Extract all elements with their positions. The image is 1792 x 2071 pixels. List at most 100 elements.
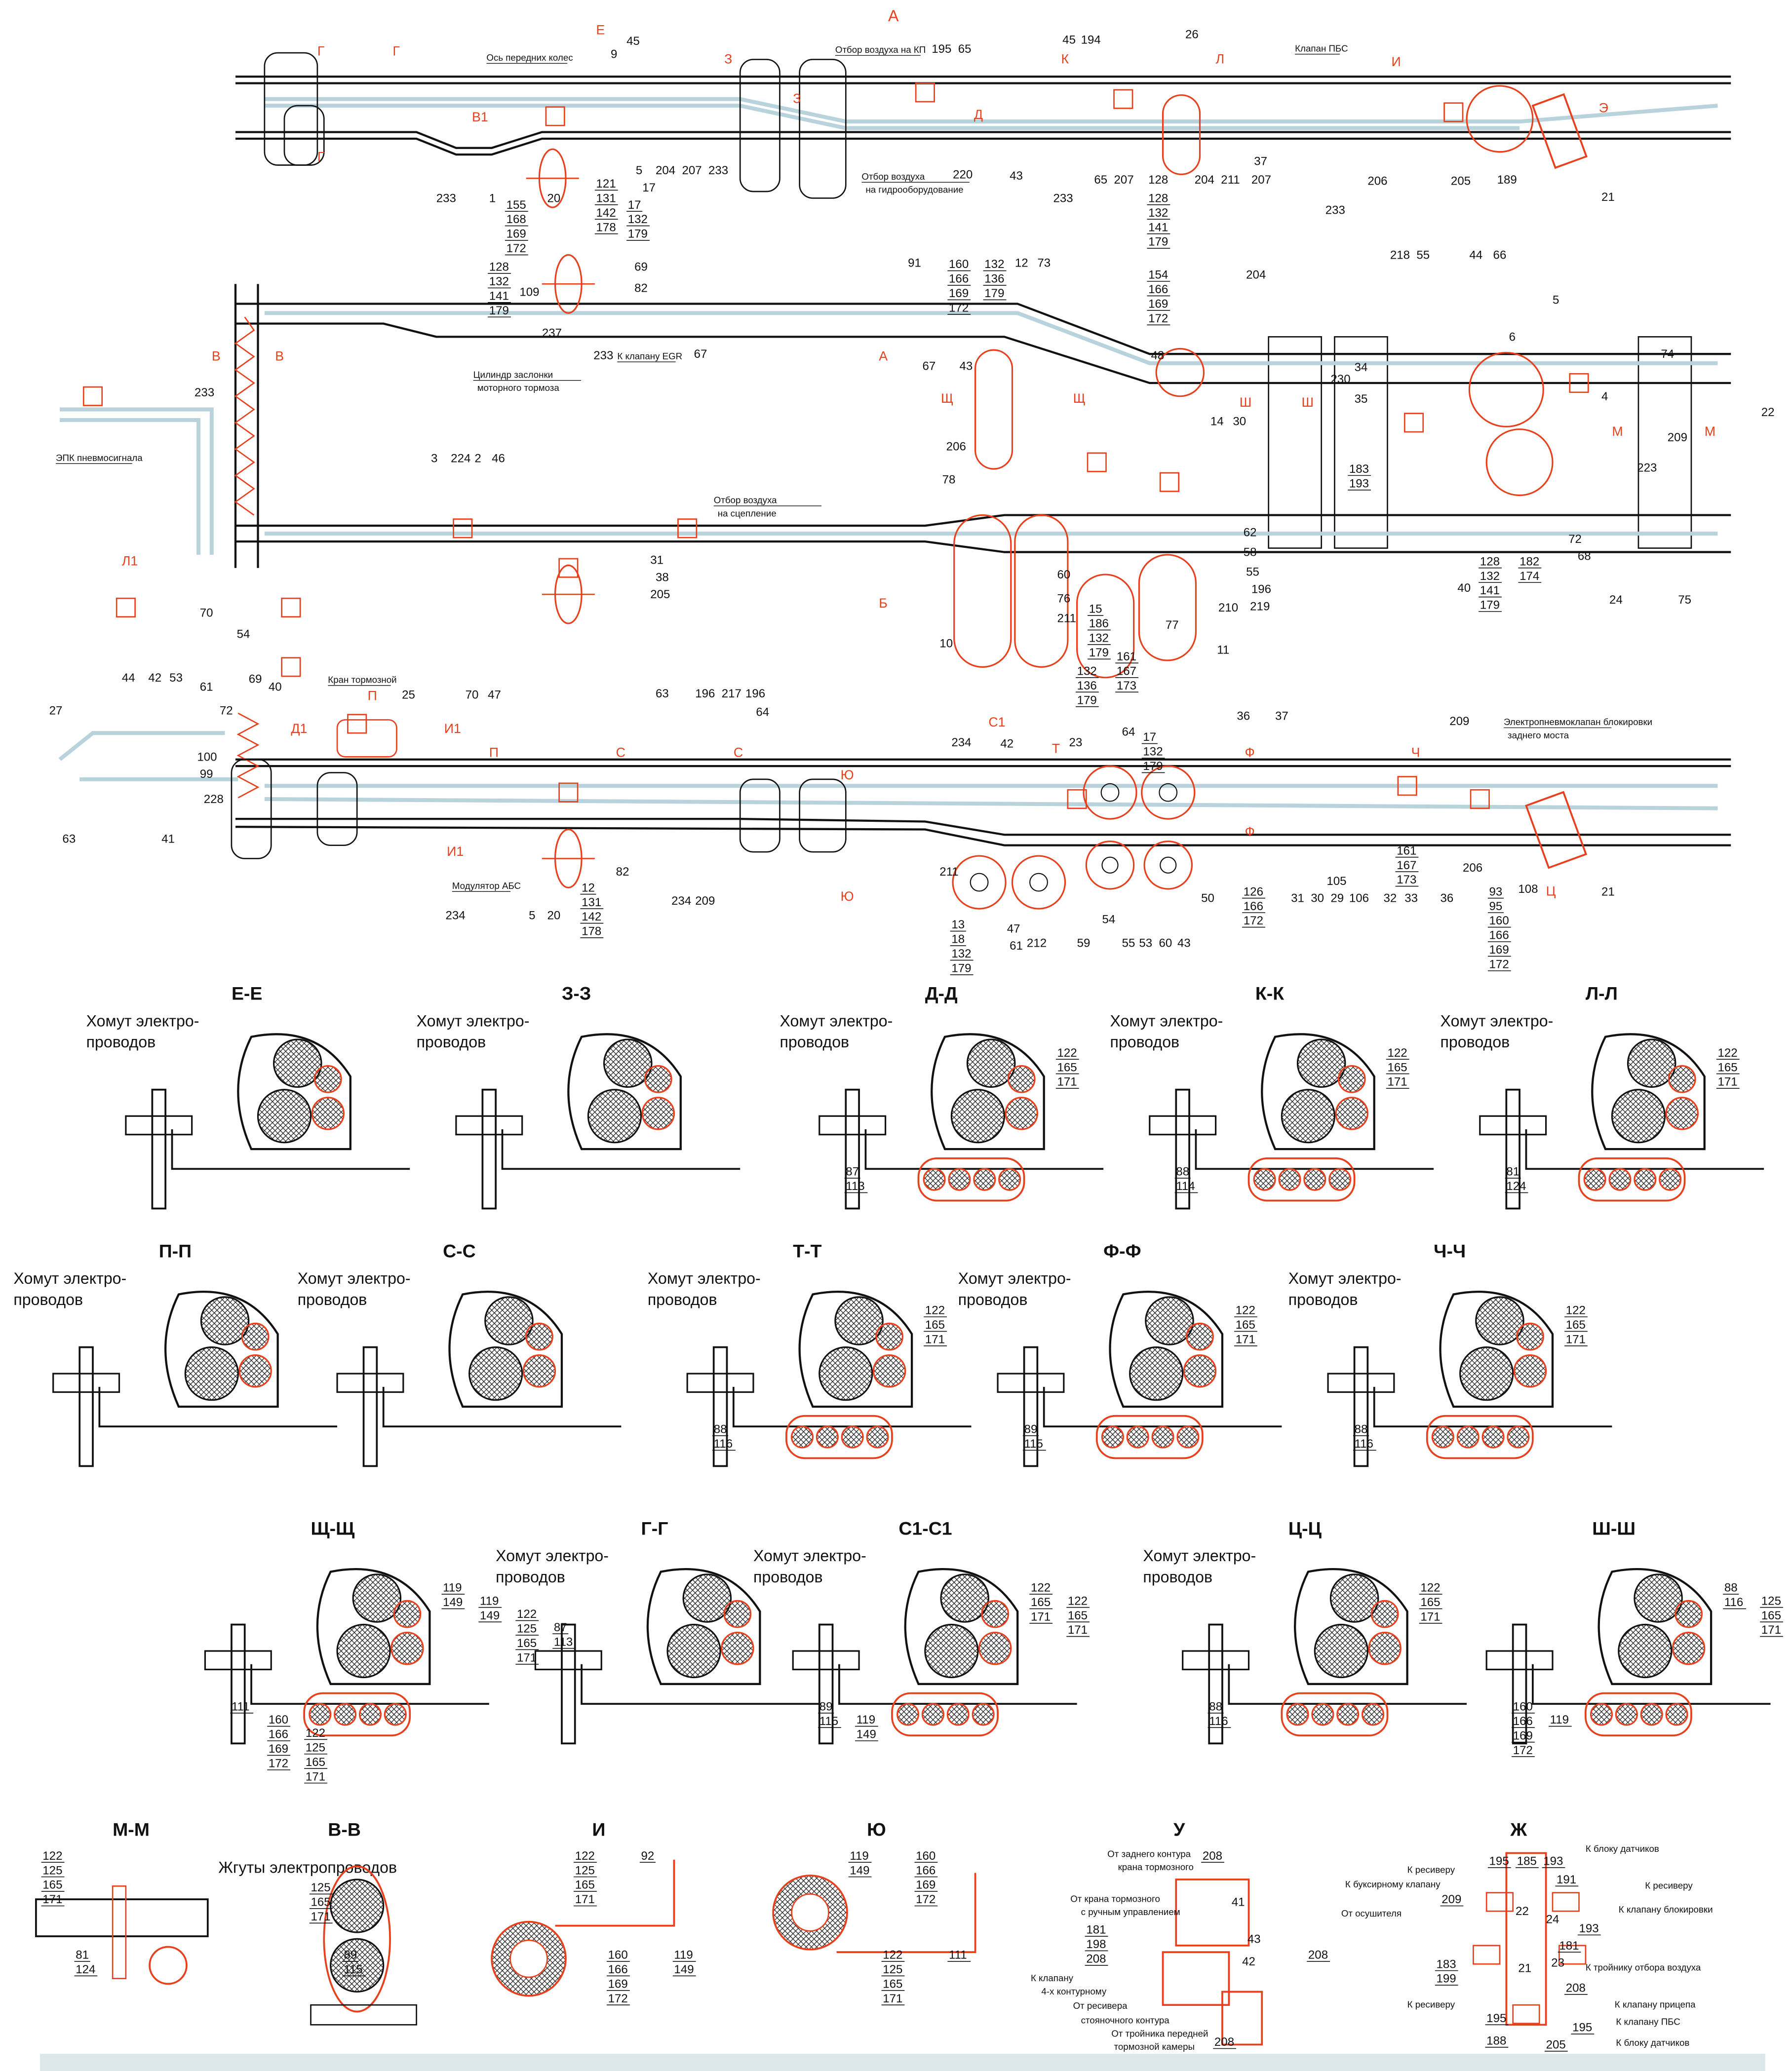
callout-number: 63	[62, 832, 76, 845]
callout-number: 116	[714, 1437, 733, 1451]
section-marker: З	[793, 91, 801, 106]
detail-label: тормозной камеры	[1114, 2041, 1195, 2052]
callout-stack: 208	[1564, 1981, 1588, 1995]
callout-number: 20	[547, 192, 561, 205]
detail-label: К клапану ПБС	[1616, 2016, 1680, 2027]
section-marker: В	[275, 349, 284, 364]
callout-number: 35	[1355, 392, 1368, 406]
air-reservoir	[974, 349, 1013, 470]
brake-chamber-hub	[1160, 856, 1177, 874]
annotation-label: Отбор воздуха на КП	[835, 44, 926, 55]
callout-number: 171	[575, 1893, 595, 1906]
cable-bundle	[1335, 1097, 1368, 1130]
clamp-bracket	[1228, 1664, 1467, 1705]
callout-number: 224	[451, 452, 470, 465]
callout-stack: 111	[947, 1949, 971, 1962]
valve	[347, 714, 367, 734]
fitting	[1485, 1892, 1514, 1912]
clamp-bracket	[1373, 1386, 1612, 1427]
detail-label: К ресиверу	[1407, 1865, 1455, 1875]
callout-number: 60	[1057, 568, 1070, 581]
pneumatic-components	[82, 82, 1589, 910]
frame-web	[845, 1088, 860, 1210]
callout-number: 122	[1420, 1581, 1440, 1595]
detail-label: К ресиверу	[1645, 1880, 1693, 1891]
port-number: 23	[1551, 1956, 1564, 1970]
detail-zh: Ж К ресиверу К буксирному клапану От осушит…	[1341, 1819, 1713, 2052]
callout-number: 136	[1077, 679, 1097, 692]
bolt	[1479, 1115, 1547, 1136]
callout-number: 4	[1601, 390, 1608, 403]
callout-number: 95	[1489, 900, 1503, 913]
detail-label: К клапану прицепа	[1615, 1999, 1696, 2010]
clamp-label: проводов	[86, 1033, 156, 1051]
callout-number: 169	[506, 228, 526, 241]
clamp-label: проводов	[753, 1568, 823, 1586]
callout-number: 169	[949, 287, 969, 300]
section-marker: Е	[596, 23, 605, 38]
spring-bracket	[799, 59, 847, 199]
bolt	[204, 1650, 272, 1671]
callout-number: 182	[1519, 555, 1539, 568]
frame-web	[151, 1088, 167, 1210]
callout-number: 149	[857, 1728, 876, 1741]
callout-number: 41	[161, 832, 175, 845]
detail-label: К клапану блокировки	[1619, 1904, 1713, 1915]
callout-number: 160	[949, 258, 969, 271]
bolt	[1182, 1650, 1250, 1671]
spring-bracket	[739, 778, 780, 853]
cable-bundle	[1611, 1089, 1666, 1144]
callout-number: 29	[1330, 892, 1344, 905]
bolt	[1149, 1115, 1217, 1136]
callout-number: 88	[1209, 1700, 1222, 1713]
section-marker: П	[368, 688, 377, 703]
callout-number: 132	[951, 947, 971, 960]
annotation-label: моторного тормоза	[477, 383, 560, 393]
chassis-frames	[58, 52, 1731, 859]
callout-number: 179	[951, 962, 971, 975]
section-title: Щ-Щ	[311, 1518, 355, 1539]
callout-number: 91	[908, 257, 921, 270]
brake-chamber-hub	[970, 873, 989, 892]
callout-number: 166	[1489, 929, 1509, 942]
callout-number: 43	[959, 359, 973, 373]
callout-number: 196	[1251, 583, 1271, 596]
clamp-bracket	[98, 1386, 338, 1427]
valve	[915, 82, 935, 103]
callout-number: 11	[1217, 644, 1229, 657]
cable-bundle	[525, 1322, 553, 1351]
cable-bundle	[241, 1322, 270, 1351]
bolt	[818, 1115, 887, 1136]
callout-number: 122	[1031, 1581, 1051, 1595]
callout-number: 132	[1480, 570, 1500, 583]
cable-bundle	[257, 1089, 312, 1144]
callout-number: 166	[1148, 283, 1168, 296]
harness-clamp	[1591, 1033, 1706, 1151]
cable-bundle	[818, 1346, 873, 1401]
harness-clamp	[567, 1033, 682, 1151]
callout-number: 122	[925, 1304, 945, 1317]
section-marker: Ш	[1240, 395, 1252, 410]
cable-bundle	[1329, 1573, 1379, 1623]
callout-number: 21	[1601, 191, 1615, 204]
port-number: 21	[1518, 1961, 1531, 1975]
detail-label: К буксирному клапану	[1345, 1879, 1441, 1889]
callout-number: 21	[1601, 885, 1615, 898]
cable-bundle	[1151, 1425, 1174, 1449]
callout-number: 171	[1068, 1623, 1088, 1637]
callout-number: 82	[616, 865, 629, 879]
tee-manifold	[1505, 1852, 1547, 2026]
bolt	[1485, 1650, 1554, 1671]
cable-bundle	[973, 1168, 996, 1191]
cable-bundle	[1668, 1065, 1696, 1093]
